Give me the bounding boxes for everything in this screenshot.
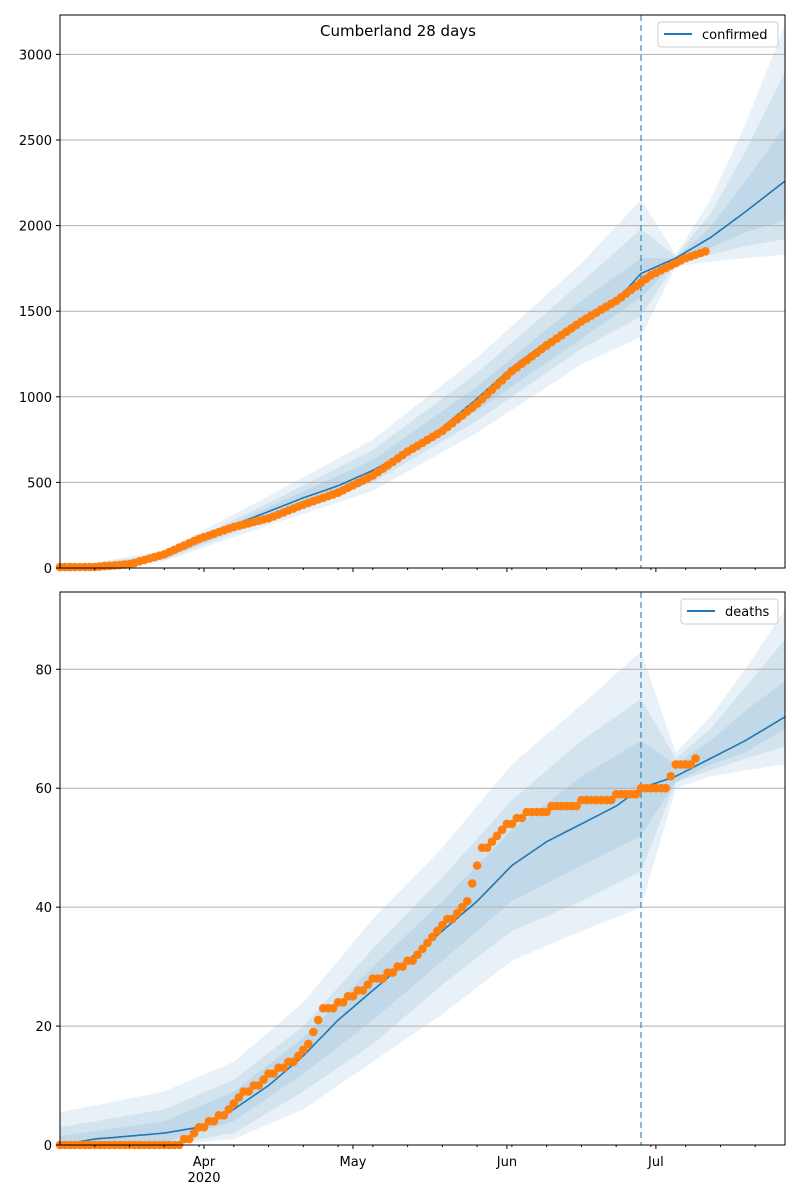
observed-point — [457, 902, 467, 912]
observed-point — [254, 1081, 263, 1090]
y-tick-label: 2000 — [19, 220, 52, 235]
observed-point — [606, 795, 616, 805]
y-tick-label: 0 — [44, 1139, 52, 1154]
legend-box — [680, 598, 779, 625]
observed-point — [199, 1122, 209, 1132]
y-tick-label: 40 — [35, 901, 52, 916]
x-tick-label: May — [340, 1155, 367, 1170]
observed-point — [433, 926, 442, 936]
confidence-band-1 — [60, 609, 785, 1145]
y-tick-label: 3000 — [19, 48, 52, 63]
observed-point — [467, 879, 477, 888]
observed-point — [189, 1128, 199, 1138]
observed-point — [289, 1057, 298, 1067]
confirmed-confidence-bands — [60, 25, 785, 569]
confirmed-axes: 0 500 1000 1500 2000 2500 3000 — [19, 14, 786, 577]
observed-point — [507, 819, 517, 829]
x-tick-label: 2020 — [187, 1171, 220, 1186]
observed-point — [413, 950, 422, 959]
observed-point — [184, 1134, 194, 1144]
confirmed-legend: confirmed — [657, 21, 779, 48]
observed-point — [482, 843, 492, 852]
deaths-legend: deaths — [680, 598, 779, 625]
observed-point — [219, 1111, 229, 1120]
observed-point — [294, 1051, 303, 1061]
observed-point — [328, 1003, 338, 1013]
y-tick-label: 1000 — [19, 391, 52, 406]
x-tick-label: Jun — [496, 1155, 517, 1170]
observed-point — [259, 1075, 268, 1084]
observed-point — [309, 1027, 318, 1037]
observed-point — [631, 789, 641, 799]
observed-point — [462, 896, 472, 906]
y-tick-label: 0 — [44, 562, 52, 577]
observed-point — [438, 920, 447, 930]
y-tick-label: 2500 — [19, 134, 52, 149]
observed-point — [378, 974, 388, 983]
observed-point — [572, 801, 581, 811]
observed-point — [269, 1069, 278, 1078]
plot-frame — [59, 14, 786, 569]
observed-point — [472, 861, 482, 870]
observed-point — [338, 998, 348, 1007]
observed-point — [691, 754, 700, 763]
observed-point — [517, 813, 527, 823]
observed-point — [299, 1045, 308, 1055]
legend-label-confirmed: confirmed — [702, 28, 768, 43]
observed-point — [234, 1093, 244, 1102]
observed-point — [487, 837, 497, 846]
observed-point — [348, 992, 358, 1001]
chart-title: Cumberland 28 days — [320, 22, 476, 40]
legend-box — [657, 21, 779, 48]
observed-point — [418, 944, 427, 954]
y-tick-label: 1500 — [19, 305, 52, 320]
y-tick-label: 500 — [27, 476, 52, 491]
y-tick-label: 20 — [35, 1020, 52, 1035]
observed-point — [244, 1087, 253, 1096]
plot-frame — [59, 591, 786, 1146]
confidence-band-1 — [60, 25, 785, 569]
observed-point — [428, 932, 437, 942]
observed-point — [661, 783, 671, 793]
confirmed-panel: 0 500 1000 1500 2000 2500 3000 Cumberland 28 d… — [19, 14, 786, 577]
observed-point — [363, 980, 373, 989]
y-tick-label: 60 — [35, 782, 52, 797]
observed-point — [492, 831, 502, 841]
observed-point — [497, 825, 507, 835]
observed-point — [398, 962, 407, 971]
observed-point — [408, 956, 417, 965]
observed-point — [666, 772, 676, 781]
observed-point — [388, 968, 398, 977]
x-tick-label: Apr — [193, 1155, 216, 1170]
observed-point — [209, 1116, 219, 1126]
observed-point — [279, 1063, 288, 1072]
y-tick-label: 80 — [35, 663, 52, 678]
observed-point — [304, 1039, 313, 1049]
observed-point — [448, 914, 457, 924]
observed-point — [229, 1099, 239, 1108]
observed-point — [453, 908, 462, 918]
observed-point — [313, 1015, 323, 1025]
observed-point — [423, 938, 432, 948]
observed-point — [686, 760, 695, 769]
observed-point — [358, 986, 368, 995]
x-tick-label: Jul — [647, 1155, 664, 1170]
observed-point — [542, 807, 551, 817]
legend-label-deaths: deaths — [725, 605, 770, 620]
observed-point — [224, 1105, 234, 1114]
confidence-band-2 — [60, 639, 785, 1145]
observed-point — [701, 247, 710, 256]
